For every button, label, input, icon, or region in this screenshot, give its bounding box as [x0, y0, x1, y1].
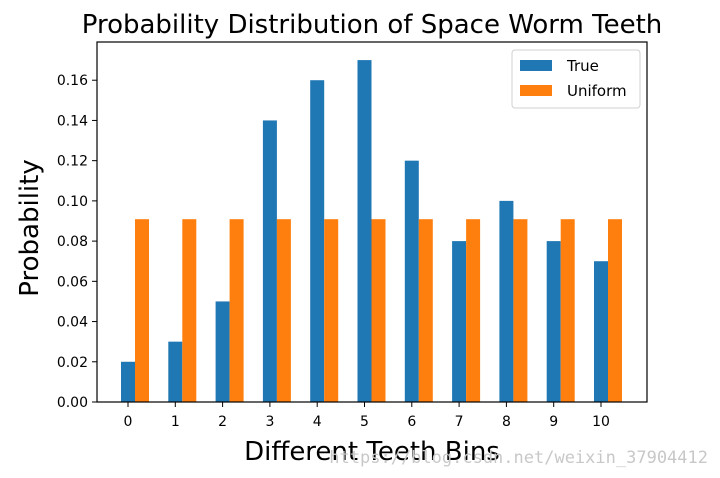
bar-uniform-7: [466, 219, 481, 402]
x-tick-label-6: 6: [407, 414, 416, 430]
bar-uniform-2: [229, 219, 244, 402]
y-tick-label-0.08: 0.08: [57, 234, 88, 250]
bar-true-4: [310, 80, 325, 403]
bar-uniform-9: [560, 219, 575, 402]
y-tick-label-0.00: 0.00: [57, 395, 88, 411]
x-tick-label-4: 4: [313, 414, 322, 430]
bar-uniform-3: [276, 219, 291, 402]
y-tick-label-0.04: 0.04: [57, 315, 88, 331]
bar-true-7: [452, 241, 467, 402]
y-tick-label-0.06: 0.06: [57, 274, 88, 290]
bar-true-8: [499, 200, 514, 402]
legend-swatch-true: [520, 60, 552, 71]
x-tick-label-5: 5: [360, 414, 369, 430]
legend: True Uniform: [511, 49, 641, 109]
y-tick-label-0.12: 0.12: [57, 154, 88, 170]
bar-uniform-1: [182, 219, 197, 402]
bar-uniform-5: [371, 219, 386, 402]
x-tick-label-0: 0: [124, 414, 133, 430]
x-axis-label: Different Teeth Bins: [244, 437, 500, 467]
bar-uniform-0: [135, 219, 149, 402]
bar-true-1: [168, 341, 183, 402]
y-tick-label-0.16: 0.16: [57, 73, 88, 89]
bar-true-9: [546, 241, 561, 402]
bar-true-0: [121, 361, 135, 402]
y-axis-label: Probability: [15, 159, 45, 296]
legend-label-true: True: [566, 57, 599, 75]
bar-true-3: [262, 120, 277, 402]
bar-true-6: [404, 160, 419, 402]
bar-uniform-6: [418, 219, 433, 402]
y-tick-label-0.14: 0.14: [57, 113, 88, 129]
y-tick-label-0.10: 0.10: [57, 194, 88, 210]
bar-true-10: [594, 261, 608, 402]
bar-true-5: [357, 60, 372, 402]
x-tick-label-7: 7: [455, 414, 464, 430]
axes-frame: [96, 41, 648, 403]
x-tick-label-2: 2: [218, 414, 227, 430]
y-tick-label-0.02: 0.02: [57, 355, 88, 371]
watermark: https://blog.csdn.net/weixin_37904412: [329, 448, 708, 468]
legend-label-uniform: Uniform: [567, 82, 627, 100]
bar-uniform-10: [608, 219, 622, 402]
x-tick-label-1: 1: [171, 414, 180, 430]
x-tick-label-3: 3: [265, 414, 274, 430]
legend-swatch-uniform: [520, 85, 552, 96]
chart-title: Probability Distribution of Space Worm T…: [82, 10, 663, 40]
plot-area: 0 1 2 3 4 5 6 7 8 9 10 0.00 0.02 0.04 0.06 0.08 0.10 0.12…: [57, 41, 648, 430]
bar-uniform-8: [513, 219, 528, 402]
x-tick-label-8: 8: [502, 414, 511, 430]
bar-true-2: [215, 301, 230, 402]
x-tick-label-9: 9: [549, 414, 558, 430]
bar-uniform-4: [324, 219, 339, 402]
x-tick-label-10: 10: [592, 414, 610, 430]
